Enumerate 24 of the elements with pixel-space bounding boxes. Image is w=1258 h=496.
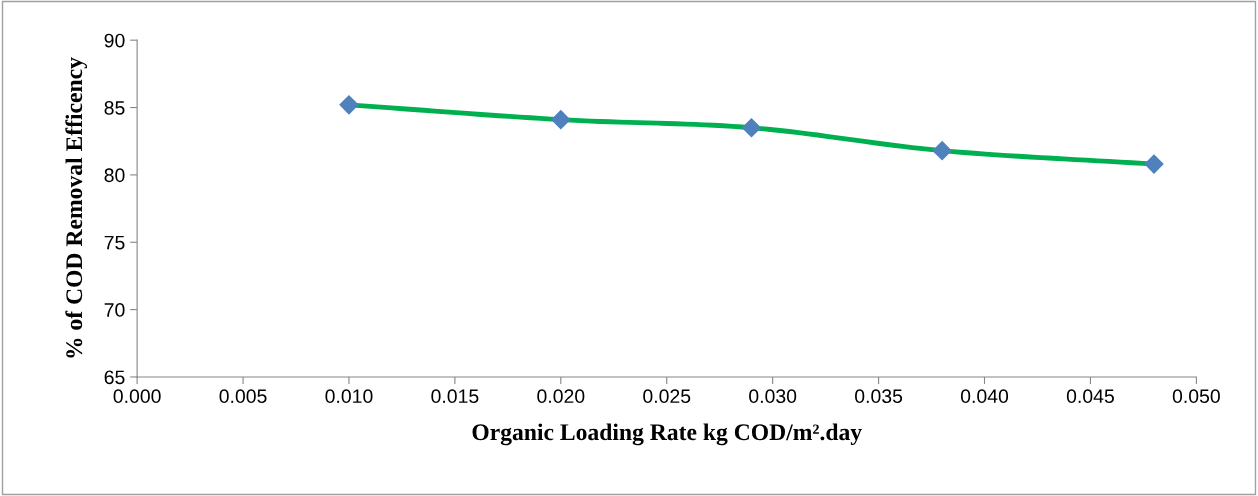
x-tick-label: 0.010 <box>325 389 373 404</box>
x-tick-label: 0.005 <box>219 389 267 404</box>
x-tick-label: 0.000 <box>113 389 161 404</box>
x-tick-label: 0.025 <box>643 389 691 404</box>
x-tick-label: 0.020 <box>537 389 585 404</box>
point <box>741 118 762 138</box>
point <box>551 110 571 130</box>
y-tick-label: 70 <box>104 303 125 317</box>
y-tick-label: 80 <box>104 168 125 183</box>
y-tick-label: 65 <box>104 370 125 385</box>
point <box>932 141 952 161</box>
point <box>1144 154 1164 174</box>
x-axis-title: Organic Loading Rate kg COD/m².day <box>472 423 862 446</box>
y-tick-label: 85 <box>104 101 125 115</box>
x-tick-label: 0.035 <box>855 389 903 404</box>
y-axis-title: % of COD Removal Efficency <box>65 57 88 358</box>
x-tick-label: 0.050 <box>1172 389 1220 404</box>
x-tick-label: 0.030 <box>749 389 797 404</box>
y-tick-label: 90 <box>104 33 125 48</box>
x-tick-label: 0.015 <box>431 389 479 404</box>
y-tick-label: 75 <box>104 235 125 250</box>
point <box>339 95 359 115</box>
x-tick-label: 0.045 <box>1066 389 1114 404</box>
x-tick-label: 0.040 <box>960 389 1009 404</box>
